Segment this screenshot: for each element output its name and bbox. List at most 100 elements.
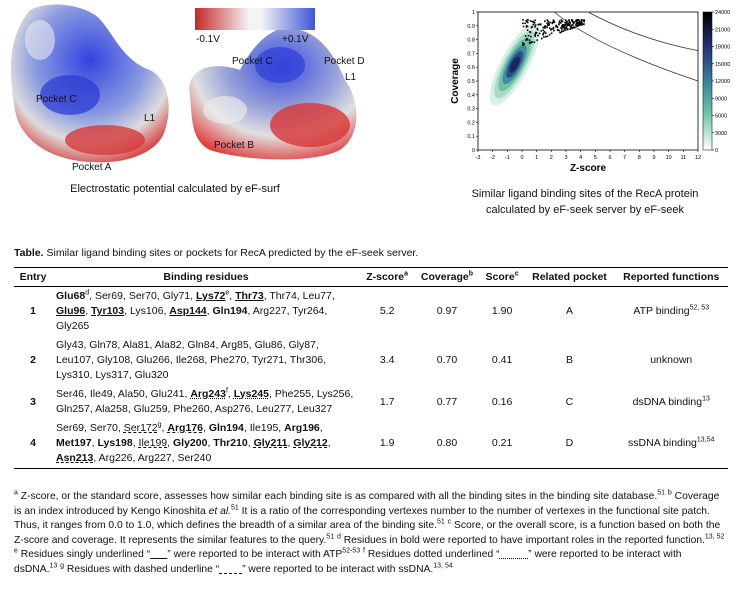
- density-plot: -3 -2 -1 0 1 2 3 4 5 6 7 8 9 10 11 1200.10.20.30.40.50.…: [450, 10, 730, 174]
- separator: ,: [112, 388, 118, 400]
- separator: ,: [327, 437, 331, 449]
- separator: ,: [209, 403, 215, 415]
- footnote-text: ____: [219, 564, 242, 575]
- site-point: [531, 20, 534, 23]
- reported-function: ATP binding52, 53: [614, 287, 728, 337]
- y-tick-label: 0.4: [467, 93, 475, 99]
- reported-function: unknown: [614, 336, 728, 385]
- residue: Lys198: [97, 437, 133, 449]
- site-point: [580, 22, 582, 25]
- colorbar-tick-label: 18000: [715, 45, 730, 51]
- site-point: [567, 22, 569, 25]
- residue: Gln84: [187, 339, 216, 351]
- residue: Leu327: [297, 403, 333, 415]
- residue: Thr306: [289, 354, 324, 366]
- column-header: Reported functions: [614, 267, 728, 287]
- residue: Glu320: [134, 369, 169, 381]
- site-point: [526, 20, 528, 23]
- site-point: [559, 31, 562, 34]
- site-point: [565, 23, 567, 25]
- site-point: [534, 32, 537, 35]
- site-point: [580, 24, 583, 26]
- site-point: [564, 29, 567, 31]
- site-point: [535, 31, 538, 34]
- residue: Ile195: [249, 422, 279, 434]
- z-score: 1.7: [379, 395, 395, 408]
- separator: ,: [206, 305, 213, 317]
- separator: ,: [286, 305, 293, 317]
- reference: 13,54: [696, 436, 715, 444]
- site-point: [538, 23, 541, 26]
- y-tick-label: 0.6: [467, 65, 475, 71]
- residue: Glu266: [136, 354, 170, 366]
- colorbar: [702, 11, 713, 151]
- site-point: [583, 19, 585, 22]
- site-point: [576, 21, 578, 24]
- residue: Asp276: [214, 403, 251, 415]
- protein-surface-right: [189, 27, 357, 160]
- residue: Asn213: [56, 452, 94, 464]
- loop-label: L1: [345, 72, 357, 83]
- residue: Tyr264: [292, 305, 325, 317]
- site-point: [560, 27, 562, 29]
- site-point: [561, 20, 564, 23]
- caption-text: Similar ligand binding sites or pockets …: [46, 247, 419, 259]
- site-point: [523, 43, 525, 45]
- site-point: [522, 41, 524, 44]
- residue: Gly265: [56, 320, 90, 332]
- separator: ,: [91, 354, 97, 366]
- related-pocket: B: [565, 354, 573, 366]
- entry: 3: [30, 395, 36, 408]
- residue: Gly87: [288, 339, 316, 351]
- column-header: Scorec: [479, 267, 525, 287]
- site-point: [529, 20, 532, 22]
- residue: Leu77: [302, 290, 332, 302]
- y-tick-label: 0.1: [467, 134, 475, 140]
- site-point: [567, 23, 570, 26]
- separator: ,: [190, 290, 196, 302]
- site-point: [543, 36, 545, 38]
- residue: Ala50: [117, 388, 145, 400]
- scale-label: -0.1V: [196, 34, 220, 45]
- site-point: [564, 19, 567, 22]
- y-tick-label: 0.3: [467, 107, 475, 113]
- residue: Lys256: [316, 388, 351, 400]
- site-point: [525, 26, 528, 28]
- site-point: [583, 20, 585, 23]
- site-point: [563, 28, 566, 30]
- loop-label: L1: [144, 113, 156, 124]
- residue: Gln257: [56, 403, 90, 415]
- pocket-label: Pocket B: [214, 140, 255, 151]
- footnotes: a Z-score, or the standard score, assess…: [14, 490, 726, 577]
- score: 0.16: [491, 395, 513, 408]
- column-header: Entry: [14, 267, 52, 287]
- site-point: [572, 24, 574, 26]
- site-point: [526, 29, 529, 31]
- y-tick-label: 0.8: [467, 38, 475, 44]
- separator: ,: [93, 452, 99, 464]
- x-axis-label: Z-score: [570, 163, 607, 174]
- site-point: [524, 35, 527, 37]
- site-point: [561, 25, 563, 28]
- site-point: [546, 35, 549, 38]
- x-tick-label: 0: [520, 155, 523, 161]
- residue: Arg243: [190, 388, 226, 400]
- reference: 13: [702, 395, 710, 402]
- residue: Glu68: [56, 290, 86, 302]
- site-point: [542, 29, 545, 32]
- site-point: [547, 22, 550, 24]
- site-point: [558, 23, 560, 26]
- footnote-mark: g: [60, 562, 65, 570]
- site-point: [526, 25, 529, 28]
- x-tick-label: 1: [535, 155, 538, 161]
- footnote-mark: c: [447, 518, 452, 526]
- coverage: 0.80: [414, 419, 480, 469]
- protein-surface-left: [10, 4, 169, 163]
- site-point: [571, 19, 573, 21]
- site-point: [527, 34, 530, 37]
- colorbar-tick-label: 6000: [715, 114, 727, 120]
- pocket-label: Pocket C: [232, 56, 273, 67]
- site-point: [570, 24, 573, 27]
- entry: 1: [30, 305, 36, 317]
- entry: 4: [14, 419, 52, 469]
